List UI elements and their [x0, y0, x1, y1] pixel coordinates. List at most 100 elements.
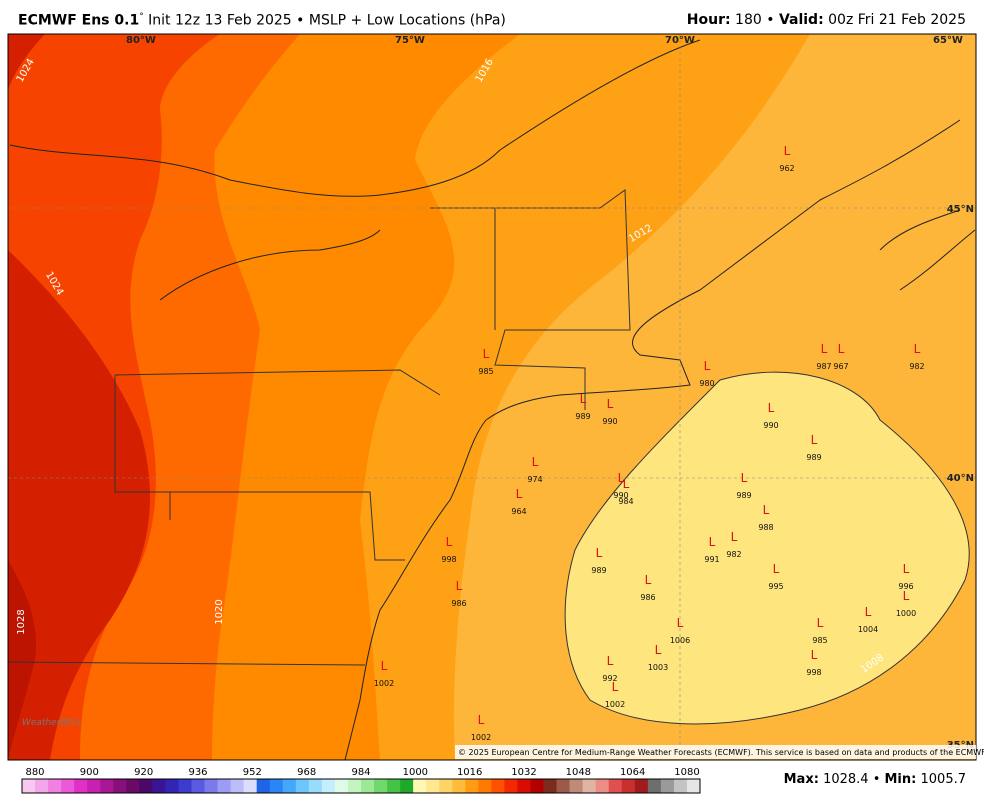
colorbar-cell: [87, 779, 101, 793]
credit-box: [455, 745, 976, 759]
colorbar-cell: [556, 779, 570, 793]
low-value: 1000: [896, 609, 916, 618]
low-value: 980: [699, 379, 714, 388]
model: ECMWF Ens 0.1: [18, 12, 140, 29]
low-value: 990: [602, 417, 617, 426]
low-value: 989: [575, 412, 590, 421]
colorbar-cell: [374, 779, 388, 793]
colorbar-cell: [426, 779, 440, 793]
colorbar-cell: [400, 779, 414, 793]
low-value: 990: [613, 491, 628, 500]
low-value: 989: [736, 491, 751, 500]
colorbar-cell: [74, 779, 88, 793]
low-marker: L: [381, 659, 388, 673]
graticule: [8, 34, 976, 760]
low-marker: L: [784, 144, 791, 158]
colorbar-cell: [334, 779, 349, 793]
colorbar: 880 900 920 936 952 968 984 1000 1016 1032 1048 106…: [21, 767, 701, 794]
colorbar-cell: [152, 779, 166, 793]
min-label: Min:: [885, 772, 917, 787]
low-value: 986: [451, 599, 466, 608]
low-value: 967: [833, 362, 848, 371]
colorbar-cell: [621, 779, 636, 793]
low-value: 985: [478, 367, 493, 376]
map-frame: [7, 33, 977, 761]
colorbar-cell: [347, 779, 362, 793]
colorbar-cell: [387, 779, 401, 793]
hour: 180: [735, 12, 762, 28]
colorbar-cell: [217, 779, 231, 793]
colorbar-cell: [491, 779, 505, 793]
colorbar-cell: [139, 779, 153, 793]
colorbar-cell: [517, 779, 531, 793]
low-value: 982: [909, 362, 924, 371]
low-marker: L: [516, 487, 523, 501]
colorbar-cell: [48, 779, 62, 793]
low-value: 1006: [670, 636, 690, 645]
low-marker: L: [596, 546, 603, 560]
colorbar-cell: [204, 779, 218, 793]
min: 1005.7: [921, 772, 967, 787]
colorbar-tick: 900: [80, 767, 99, 778]
low-marker: L: [821, 342, 828, 356]
contour-label: 1028: [16, 609, 27, 634]
colorbar-tick: 1032: [511, 767, 536, 778]
low-value: 1003: [648, 663, 668, 672]
lon-label: 65°W: [933, 35, 963, 46]
colorbar-cell: [113, 779, 127, 793]
low-marker: L: [456, 579, 463, 593]
colorbar-cell: [439, 779, 453, 793]
colorbar-cell: [178, 779, 192, 793]
low-marker: L: [532, 455, 539, 469]
contour-label: 1020: [214, 599, 225, 624]
colorbar-cell: [660, 779, 675, 793]
low-value: 1004: [858, 625, 878, 634]
low-marker: L: [731, 530, 738, 544]
low-value: 989: [591, 566, 606, 575]
band: [564, 371, 970, 725]
low-marker: L: [865, 605, 872, 619]
colorbar-tick: 920: [134, 767, 153, 778]
low-value: 988: [758, 523, 773, 532]
low-marker: L: [811, 648, 818, 662]
low-value: 996: [898, 582, 913, 591]
low-marker: L: [903, 562, 910, 576]
lon-label: 80°W: [126, 35, 156, 46]
colorbar-cell: [230, 779, 244, 793]
coastlines: [9, 39, 976, 760]
low-marker: L: [709, 535, 716, 549]
lon-label: 75°W: [395, 35, 425, 46]
hour-label: Hour:: [686, 12, 731, 28]
low-value: 1002: [605, 700, 625, 709]
low-marker: L: [903, 589, 910, 603]
max-label: Max:: [784, 772, 819, 787]
subtitle: Init 12z 13 Feb 2025 • MSLP + Low Locati…: [148, 12, 506, 29]
colorbar-cell: [191, 779, 205, 793]
colorbar-cell: [361, 779, 375, 793]
colorbar-cell: [282, 779, 297, 793]
colorbar-cell: [308, 779, 323, 793]
colorbar-cell: [504, 779, 518, 793]
credit: © 2025 European Centre for Medium-Range …: [458, 748, 984, 757]
low-value: 982: [726, 550, 741, 559]
colorbar-tick: 1016: [457, 767, 482, 778]
colorbar-cell: [608, 779, 623, 793]
low-value: 974: [527, 475, 542, 484]
colorbar-tick: 1048: [566, 767, 591, 778]
band: [8, 560, 36, 760]
low-value: 991: [704, 555, 719, 564]
low-marker: L: [580, 392, 587, 406]
colorbar-cell: [634, 779, 649, 793]
low-value: 984: [618, 497, 633, 506]
colorbar-cell: [413, 779, 427, 793]
colorbar-tick: 968: [297, 767, 316, 778]
colorbar-tick: 880: [25, 767, 44, 778]
title: ECMWF Ens 0.1° Init 12z 13 Feb 2025 • MS…: [18, 12, 506, 29]
low-marker: L: [618, 471, 625, 485]
colorbar-tick: 1080: [674, 767, 699, 778]
colorbar-cell: [269, 779, 284, 793]
lon-label: 70°W: [665, 35, 695, 46]
low-value: 986: [640, 593, 655, 602]
band: [8, 34, 150, 760]
